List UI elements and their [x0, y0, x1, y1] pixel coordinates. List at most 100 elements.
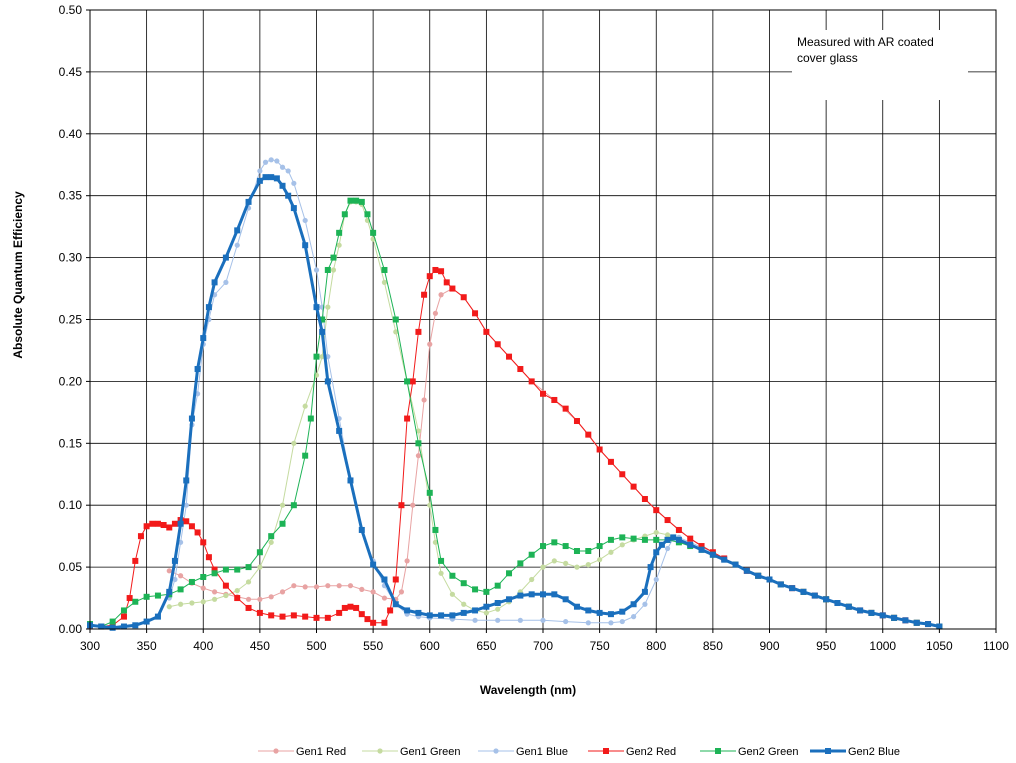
data-point — [364, 211, 371, 218]
data-point — [664, 536, 671, 543]
data-point — [823, 596, 830, 603]
data-point — [268, 539, 274, 545]
data-point — [166, 524, 173, 531]
data-point — [358, 526, 365, 533]
data-point — [336, 229, 343, 236]
data-point — [438, 557, 445, 564]
data-point — [291, 180, 297, 186]
data-point — [178, 573, 184, 579]
annotation-line-1: Measured with AR coated — [797, 35, 934, 49]
data-point — [166, 604, 172, 610]
data-point — [381, 619, 388, 626]
data-point — [358, 198, 365, 205]
x-tick-label: 1000 — [869, 639, 896, 653]
data-point — [245, 596, 252, 602]
data-point — [370, 589, 376, 595]
legend-swatch-marker — [493, 748, 499, 754]
data-point — [540, 564, 546, 570]
data-point — [319, 328, 326, 335]
legend-label: Gen2 Green — [738, 746, 799, 758]
data-point — [438, 268, 445, 275]
data-point — [432, 266, 439, 273]
data-point — [472, 607, 479, 614]
data-point — [313, 353, 320, 360]
data-point — [188, 523, 195, 530]
data-point — [154, 592, 161, 599]
data-point — [404, 378, 411, 385]
data-point — [619, 618, 625, 625]
data-point — [834, 600, 841, 607]
annotation-line-2: cover glass — [797, 51, 858, 65]
data-point — [279, 520, 286, 527]
data-point — [364, 616, 371, 623]
data-point — [449, 572, 456, 579]
data-point — [631, 614, 637, 620]
data-point — [675, 536, 682, 543]
data-point — [528, 551, 535, 558]
data-point — [166, 568, 172, 574]
data-point — [664, 517, 671, 524]
data-point — [274, 158, 280, 164]
legend-swatch-marker — [715, 748, 721, 754]
x-tick-label: 550 — [363, 639, 383, 653]
data-point — [438, 570, 444, 576]
data-point — [449, 612, 456, 619]
data-point — [421, 291, 428, 298]
data-point — [585, 607, 592, 614]
data-point — [540, 591, 546, 598]
data-point — [200, 599, 206, 605]
data-point — [172, 576, 178, 583]
x-tick-label: 350 — [137, 639, 157, 653]
data-point — [154, 613, 161, 620]
data-point — [325, 583, 331, 589]
data-point — [551, 558, 557, 564]
data-point — [766, 576, 773, 583]
data-point — [132, 622, 139, 629]
y-tick-label: 0.40 — [59, 127, 83, 141]
data-point — [347, 477, 354, 484]
data-point — [302, 613, 309, 620]
data-point — [562, 596, 569, 603]
data-point — [670, 534, 677, 541]
data-point — [120, 613, 127, 620]
data-point — [341, 604, 348, 611]
data-point — [200, 539, 207, 546]
data-point — [574, 564, 580, 570]
data-point — [205, 554, 212, 561]
data-point — [698, 546, 705, 553]
data-point — [472, 586, 479, 593]
data-point — [194, 366, 201, 373]
data-point — [262, 159, 269, 165]
data-point — [336, 427, 343, 434]
data-point — [222, 566, 229, 573]
data-point — [279, 589, 286, 595]
data-point — [845, 603, 852, 610]
data-point — [257, 564, 263, 570]
data-point — [460, 609, 467, 616]
data-point — [290, 205, 297, 212]
data-point — [562, 405, 569, 412]
data-point — [483, 328, 490, 335]
data-point — [393, 329, 399, 335]
data-point — [347, 197, 354, 204]
data-point — [211, 570, 218, 577]
data-point — [936, 623, 943, 630]
data-point — [619, 542, 625, 548]
data-point — [641, 536, 648, 543]
data-point — [494, 582, 501, 589]
data-point — [268, 157, 274, 163]
data-point — [421, 397, 427, 403]
data-point — [483, 603, 490, 610]
data-point — [585, 620, 591, 626]
data-point — [619, 471, 626, 478]
data-point — [585, 562, 591, 568]
data-point — [721, 556, 728, 563]
data-point — [789, 585, 796, 592]
data-point — [256, 177, 263, 184]
data-point — [132, 598, 139, 605]
data-point — [279, 502, 286, 508]
data-point — [177, 520, 184, 527]
data-point — [460, 580, 467, 587]
data-point — [596, 446, 603, 453]
y-tick-label: 0.15 — [59, 436, 83, 450]
